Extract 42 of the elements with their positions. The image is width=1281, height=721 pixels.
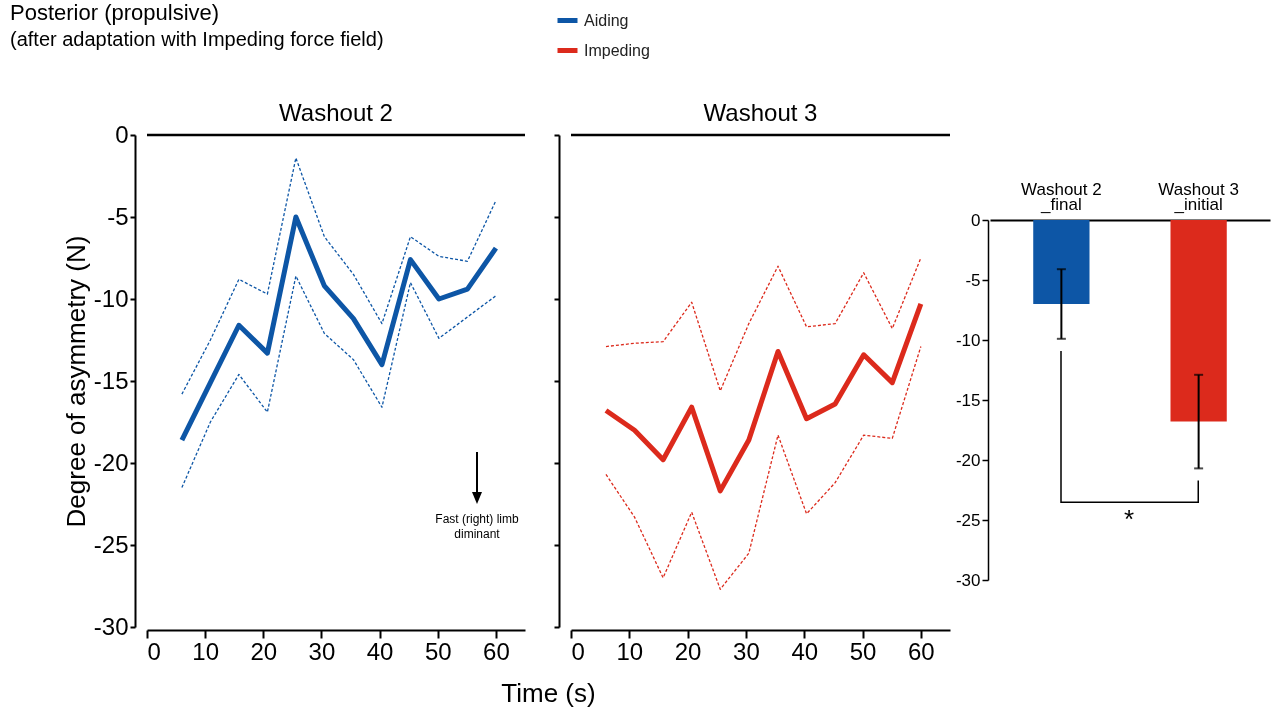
x-tick-label: 50 xyxy=(849,637,877,665)
y-tick-label: -15 xyxy=(93,366,129,394)
x-tick-label: 20 xyxy=(250,637,278,665)
x-tick-label: 50 xyxy=(424,637,452,665)
chart-title: Washout 2 xyxy=(278,99,394,127)
annotation: Fast (right) limb diminant xyxy=(434,512,520,542)
line-series xyxy=(181,275,497,489)
y-tick-label: -5 xyxy=(965,270,981,290)
chart-title: Washout 3 xyxy=(702,99,819,127)
x-axis-title: Time (s) xyxy=(501,677,596,708)
legend-label: Aiding xyxy=(584,11,629,29)
x-tick-label: 60 xyxy=(483,637,510,665)
x-tick-label: 40 xyxy=(366,637,394,665)
y-tick-label: -10 xyxy=(93,284,129,312)
text: (after adaptation with Impeding force field) xyxy=(10,28,384,51)
y-tick-label: -25 xyxy=(955,510,981,530)
x-tick-label: 30 xyxy=(733,637,760,665)
annotation: * xyxy=(1124,504,1135,535)
legend-label: Impeding xyxy=(584,41,650,59)
y-tick-label: -20 xyxy=(93,448,129,476)
x-tick-label: 20 xyxy=(674,637,702,665)
x-tick-label: 40 xyxy=(791,637,819,665)
x-tick-label: 30 xyxy=(308,637,336,665)
x-tick-label: Washout 2 _final xyxy=(1021,179,1102,214)
line-series xyxy=(181,157,497,395)
y-tick-label: -25 xyxy=(93,530,129,558)
y-tick-label: -20 xyxy=(955,450,981,470)
x-tick-label: 0 xyxy=(571,637,585,665)
x-tick-label: 60 xyxy=(907,637,935,665)
y-axis-title: Degree of asymmetry (N) xyxy=(60,235,91,528)
x-tick-label: Washout 3 _initial xyxy=(1158,179,1239,214)
x-tick-label: 10 xyxy=(192,637,220,665)
x-tick-label: 0 xyxy=(147,637,161,665)
y-tick-label: 0 xyxy=(971,210,981,230)
x-tick-label: 10 xyxy=(616,637,644,665)
y-tick-label: 0 xyxy=(115,120,129,148)
text: Posterior (propulsive) xyxy=(10,0,220,26)
y-tick-label: -5 xyxy=(107,202,129,230)
y-tick-label: -15 xyxy=(955,390,981,410)
y-tick-label: -30 xyxy=(93,612,129,640)
y-tick-label: -30 xyxy=(955,570,981,590)
y-tick-label: -10 xyxy=(955,330,981,350)
